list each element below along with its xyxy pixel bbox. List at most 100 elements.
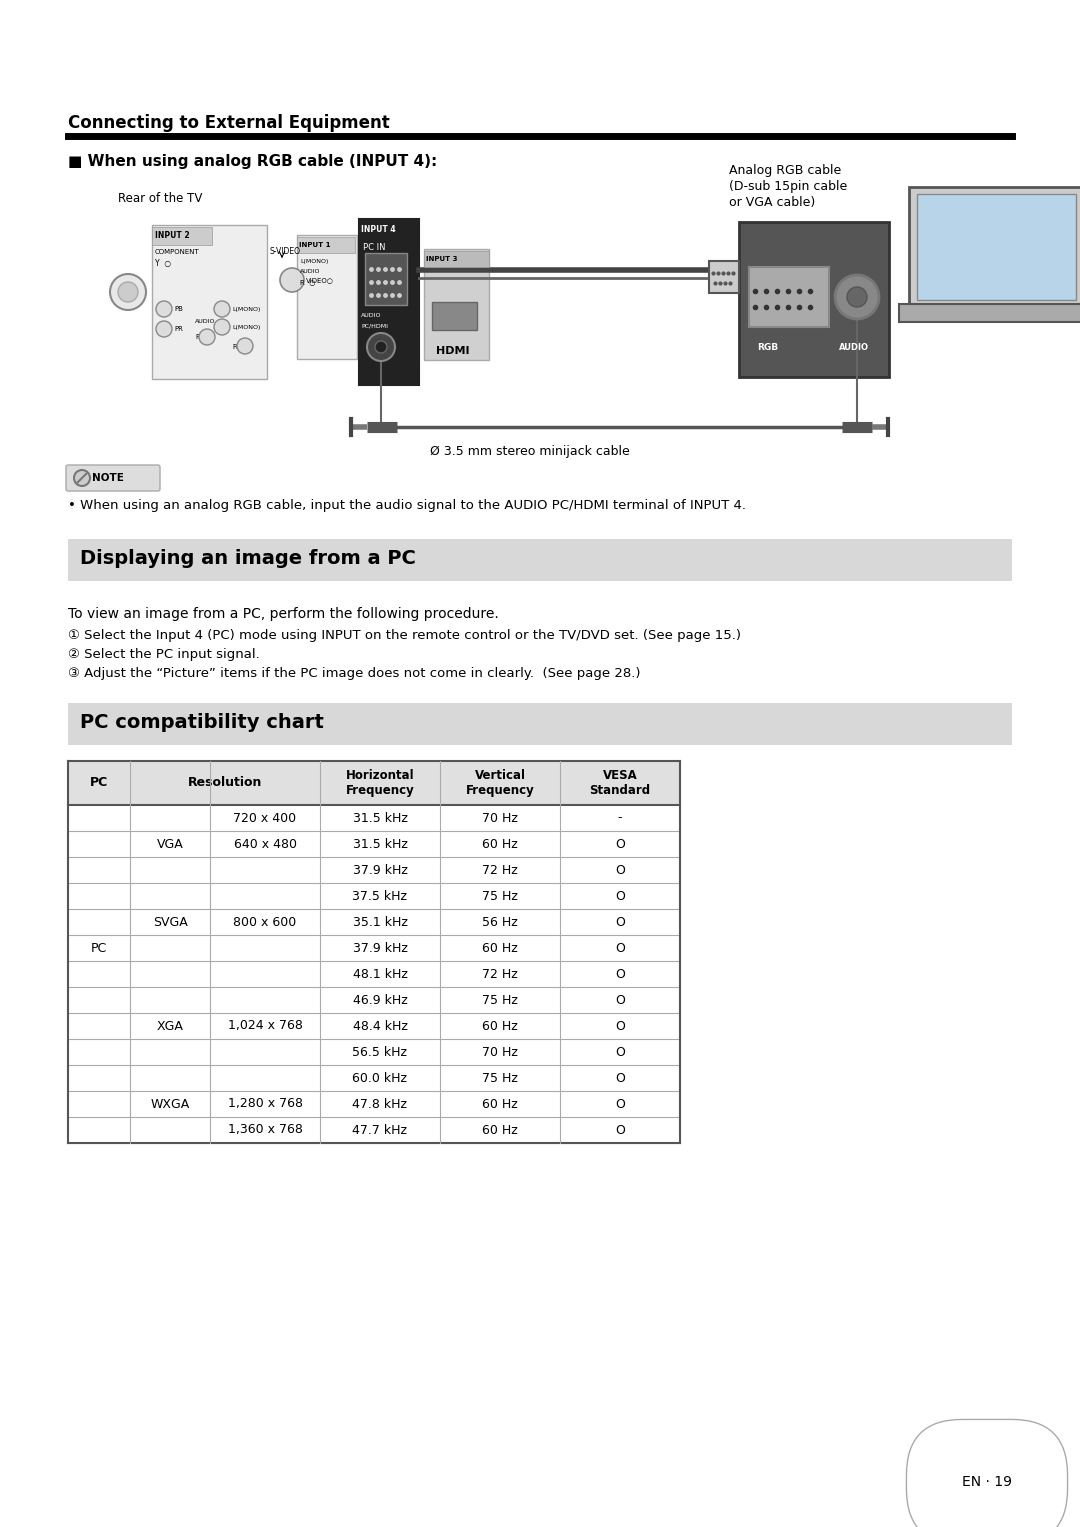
FancyBboxPatch shape	[66, 466, 160, 492]
Text: Rear of the TV: Rear of the TV	[118, 192, 202, 205]
Bar	[68, 702, 1012, 745]
Text: PC compatibility chart: PC compatibility chart	[80, 713, 324, 731]
Text: 75 Hz: 75 Hz	[482, 890, 518, 902]
Text: O: O	[616, 916, 625, 928]
Text: L(MONO): L(MONO)	[232, 307, 260, 312]
Text: O: O	[616, 1072, 625, 1084]
Text: NOTE: NOTE	[92, 473, 124, 483]
Text: 640 x 480: 640 x 480	[233, 837, 297, 851]
Bar	[359, 218, 419, 385]
Text: PC/HDMI: PC/HDMI	[361, 324, 388, 328]
Bar	[68, 883, 680, 909]
Text: 35.1 kHz: 35.1 kHz	[352, 916, 407, 928]
Bar	[424, 249, 489, 360]
Circle shape	[118, 282, 138, 302]
Text: SVGA: SVGA	[152, 916, 187, 928]
Text: WXGA: WXGA	[150, 1098, 190, 1110]
Text: ② Select the PC input signal.: ② Select the PC input signal.	[68, 647, 260, 661]
Text: 47.8 kHz: 47.8 kHz	[352, 1098, 407, 1110]
Bar	[68, 909, 680, 935]
Text: INPUT 2: INPUT 2	[156, 232, 190, 240]
Text: 37.9 kHz: 37.9 kHz	[352, 942, 407, 954]
Text: To view an image from a PC, perform the following procedure.: To view an image from a PC, perform the …	[68, 608, 499, 621]
Bar	[152, 224, 267, 379]
Text: 31.5 kHz: 31.5 kHz	[352, 837, 407, 851]
Bar	[297, 235, 357, 359]
Text: Displaying an image from a PC: Displaying an image from a PC	[80, 550, 416, 568]
Text: HDMI: HDMI	[436, 347, 470, 356]
Text: 1,024 x 768: 1,024 x 768	[228, 1020, 302, 1032]
Text: 72 Hz: 72 Hz	[482, 863, 518, 876]
Text: (D-sub 15pin cable: (D-sub 15pin cable	[729, 180, 847, 192]
Text: 1,360 x 768: 1,360 x 768	[228, 1124, 302, 1136]
Circle shape	[847, 287, 867, 307]
Text: 47.7 kHz: 47.7 kHz	[352, 1124, 407, 1136]
Circle shape	[375, 341, 387, 353]
Text: R  ○: R ○	[300, 279, 315, 286]
Bar	[68, 1064, 680, 1090]
Circle shape	[110, 273, 146, 310]
Text: Analog RGB cable: Analog RGB cable	[729, 163, 841, 177]
Text: 60 Hz: 60 Hz	[482, 1098, 518, 1110]
Text: 48.1 kHz: 48.1 kHz	[352, 968, 407, 980]
Text: 70 Hz: 70 Hz	[482, 811, 518, 825]
Bar	[297, 237, 355, 253]
Circle shape	[199, 328, 215, 345]
Bar	[899, 304, 1080, 322]
Bar	[365, 253, 407, 305]
Text: O: O	[616, 942, 625, 954]
Text: 1,280 x 768: 1,280 x 768	[228, 1098, 302, 1110]
Text: EN · 19: EN · 19	[962, 1475, 1012, 1489]
Text: -: -	[618, 811, 622, 825]
Text: O: O	[616, 1124, 625, 1136]
Bar	[68, 1012, 680, 1038]
Text: 37.5 kHz: 37.5 kHz	[352, 890, 407, 902]
Text: AUDIO: AUDIO	[839, 342, 869, 351]
Text: ■ When using analog RGB cable (INPUT 4):: ■ When using analog RGB cable (INPUT 4):	[68, 154, 437, 169]
Bar	[359, 221, 419, 240]
Text: 31.5 kHz: 31.5 kHz	[352, 811, 407, 825]
Circle shape	[280, 269, 303, 292]
Text: 56.5 kHz: 56.5 kHz	[352, 1046, 407, 1058]
Text: INPUT 3: INPUT 3	[426, 257, 458, 263]
Text: Connecting to External Equipment: Connecting to External Equipment	[68, 115, 390, 131]
Bar	[432, 302, 477, 330]
Text: 60 Hz: 60 Hz	[482, 1124, 518, 1136]
Text: INPUT 4: INPUT 4	[361, 224, 395, 234]
Text: AUDIO: AUDIO	[195, 319, 216, 324]
Bar	[68, 831, 680, 857]
Text: ① Select the Input 4 (PC) mode using INPUT on the remote control or the TV/DVD s: ① Select the Input 4 (PC) mode using INP…	[68, 629, 741, 641]
Text: 56 Hz: 56 Hz	[482, 916, 518, 928]
Text: PR: PR	[174, 325, 183, 331]
Text: VIDEO○: VIDEO○	[306, 276, 334, 282]
Circle shape	[156, 321, 172, 337]
Text: COMPONENT: COMPONENT	[156, 249, 200, 255]
Text: Horizontal
Frequency: Horizontal Frequency	[346, 770, 415, 797]
Text: O: O	[616, 1020, 625, 1032]
Text: PC: PC	[91, 942, 107, 954]
Bar	[68, 960, 680, 986]
Bar	[68, 539, 1012, 580]
Circle shape	[75, 470, 90, 486]
Text: Resolution: Resolution	[188, 777, 262, 789]
Text: O: O	[616, 1098, 625, 1110]
Text: 60 Hz: 60 Hz	[482, 1020, 518, 1032]
Text: INPUT 1: INPUT 1	[299, 241, 330, 247]
Text: O: O	[616, 837, 625, 851]
Bar	[909, 186, 1080, 307]
Text: O: O	[616, 968, 625, 980]
Text: XGA: XGA	[157, 1020, 184, 1032]
Bar	[917, 194, 1076, 299]
Text: PC IN: PC IN	[363, 243, 386, 252]
Text: 60 Hz: 60 Hz	[482, 942, 518, 954]
Text: or VGA cable): or VGA cable)	[729, 195, 815, 209]
Text: O: O	[616, 1046, 625, 1058]
Circle shape	[214, 319, 230, 334]
Bar	[68, 857, 680, 883]
Text: 46.9 kHz: 46.9 kHz	[353, 994, 407, 1006]
Text: RGB: RGB	[757, 342, 778, 351]
Text: Y  ○: Y ○	[156, 260, 171, 269]
Text: L(MONO): L(MONO)	[300, 260, 328, 264]
Text: Vertical
Frequency: Vertical Frequency	[465, 770, 535, 797]
Text: 72 Hz: 72 Hz	[482, 968, 518, 980]
